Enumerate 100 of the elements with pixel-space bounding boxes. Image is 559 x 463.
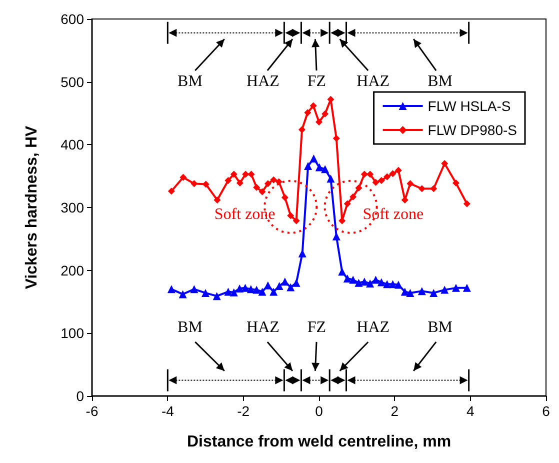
annotation: Soft zone xyxy=(214,206,276,223)
point xyxy=(253,184,260,191)
point xyxy=(190,285,198,294)
annotation: HAZ xyxy=(246,73,280,90)
point xyxy=(258,188,266,196)
point xyxy=(264,180,272,188)
point xyxy=(430,288,438,297)
point xyxy=(332,134,340,142)
point xyxy=(378,176,385,184)
point xyxy=(377,278,386,286)
point xyxy=(441,160,448,168)
point xyxy=(343,274,352,282)
point xyxy=(242,170,250,178)
x-tick-label: 2 xyxy=(390,403,399,419)
annotation: BM xyxy=(178,318,202,336)
y-axis-title: Vickers hardness, HV xyxy=(24,126,40,290)
point xyxy=(360,278,368,286)
point xyxy=(310,154,318,162)
point xyxy=(430,185,438,192)
y-tick-label: 0 xyxy=(76,388,84,404)
point xyxy=(264,281,272,290)
annotation: HAZ xyxy=(246,318,280,336)
point xyxy=(168,188,175,195)
point xyxy=(384,173,391,180)
x-tick-label: 4 xyxy=(466,403,474,419)
point xyxy=(322,110,329,118)
point xyxy=(452,179,460,186)
point xyxy=(418,185,426,192)
point xyxy=(360,170,368,178)
point xyxy=(338,268,346,276)
point xyxy=(212,292,221,300)
point xyxy=(321,165,330,174)
point xyxy=(344,200,351,208)
point xyxy=(349,276,358,284)
point xyxy=(440,286,449,294)
point xyxy=(338,217,346,224)
y-tick-label: 600 xyxy=(60,11,84,27)
y-tick-label: 500 xyxy=(60,74,84,90)
point xyxy=(202,288,210,297)
x-tick-label: -2 xyxy=(237,403,250,419)
point xyxy=(354,278,363,287)
x-tick-label: -6 xyxy=(86,403,98,419)
point xyxy=(304,162,312,170)
point xyxy=(280,278,289,286)
point xyxy=(389,170,396,178)
point xyxy=(270,176,278,184)
point xyxy=(462,284,471,292)
point xyxy=(180,174,187,181)
annotation: BM xyxy=(428,73,453,90)
point xyxy=(304,109,312,116)
x-tick-label: -4 xyxy=(161,403,174,419)
point xyxy=(394,166,402,174)
point xyxy=(236,284,244,293)
annotation: BM xyxy=(428,318,453,336)
point xyxy=(372,178,380,186)
point xyxy=(316,118,322,126)
point xyxy=(258,288,266,296)
annotation: FZ xyxy=(307,73,326,90)
point xyxy=(310,102,317,110)
point xyxy=(287,212,294,220)
point xyxy=(252,286,261,294)
x-tick-label: 6 xyxy=(542,403,550,419)
point xyxy=(418,287,426,296)
annotation: BM xyxy=(178,73,202,90)
point xyxy=(214,196,221,204)
point xyxy=(275,178,282,186)
y-tick-label: 100 xyxy=(60,325,84,342)
x-axis-title: Distance from weld centreline, mm xyxy=(186,434,452,450)
point xyxy=(350,193,357,200)
legend-label: FLW HSLA-S xyxy=(428,98,511,114)
point xyxy=(298,126,306,134)
point xyxy=(286,283,295,292)
point xyxy=(326,174,335,183)
point xyxy=(236,179,244,186)
point xyxy=(452,284,460,292)
point xyxy=(355,184,362,192)
annotation: Soft zone xyxy=(362,206,424,223)
point xyxy=(292,217,300,224)
x-tick-label: 0 xyxy=(315,403,324,419)
y-tick-label: 400 xyxy=(60,136,84,153)
annotation: HAZ xyxy=(356,73,390,90)
point xyxy=(230,288,238,296)
point xyxy=(292,278,300,287)
point xyxy=(224,176,232,184)
point xyxy=(406,180,414,188)
y-tick-label: 300 xyxy=(60,200,84,216)
legend-label: FLW DP980-S xyxy=(428,122,518,138)
point xyxy=(275,282,284,290)
point xyxy=(394,280,402,289)
y-tick-label: 200 xyxy=(60,262,84,278)
point xyxy=(270,288,278,296)
point xyxy=(315,163,324,172)
point xyxy=(241,284,250,292)
annotation: HAZ xyxy=(356,318,390,336)
point xyxy=(463,200,470,208)
point xyxy=(366,170,374,178)
point xyxy=(202,180,210,188)
point xyxy=(248,170,255,178)
point xyxy=(167,285,176,294)
point xyxy=(372,276,380,284)
